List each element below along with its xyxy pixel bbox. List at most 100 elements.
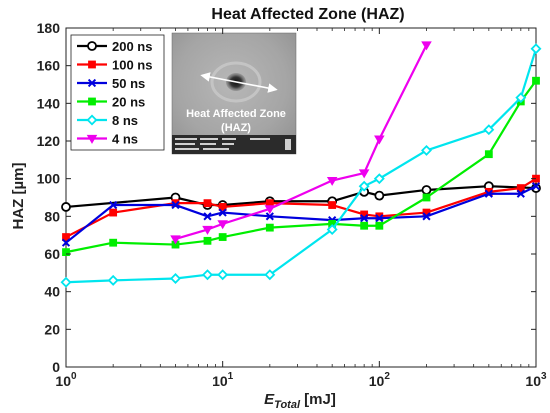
info-bar-text-3 (222, 138, 236, 140)
data-point (107, 274, 119, 286)
legend-marker (87, 78, 97, 88)
data-point (217, 269, 229, 281)
y-tick-label: 40 (44, 284, 60, 300)
inset-info-text (175, 138, 291, 150)
series-20-ns (62, 76, 540, 257)
data-point (109, 238, 118, 247)
x-axis-label-main: E (264, 391, 275, 408)
info-bar-text-5 (175, 143, 195, 145)
x-tick-label: 101 (212, 371, 234, 389)
info-bar-text-2 (200, 138, 218, 140)
y-tick-label: 20 (44, 321, 60, 337)
data-point (375, 214, 384, 223)
info-bar-text-9 (203, 148, 229, 150)
data-point (531, 182, 541, 191)
info-bar-text-7 (222, 143, 234, 145)
legend-label: 200 ns (112, 39, 152, 54)
data-point (218, 208, 227, 217)
legend-entry: 20 ns (77, 95, 145, 110)
data-point (203, 236, 212, 245)
data-point (202, 225, 213, 235)
data-point (61, 202, 71, 212)
x-tick-label: 102 (369, 371, 391, 389)
series-4-ns (170, 41, 432, 245)
info-bar-logo (285, 139, 291, 150)
data-point (202, 269, 213, 281)
data-point (171, 200, 180, 210)
y-tick-label: 60 (44, 246, 60, 262)
series-100-ns (62, 174, 540, 241)
legend-entry: 50 ns (77, 76, 145, 91)
legend-entry: 4 ns (77, 132, 138, 147)
legend-entry: 100 ns (77, 58, 152, 73)
legend-label: 100 ns (112, 58, 152, 73)
y-tick-label: 140 (37, 95, 61, 111)
legend-label: 4 ns (112, 132, 138, 147)
data-point (218, 233, 227, 241)
data-point (483, 124, 495, 136)
legend-label: 8 ns (112, 113, 138, 128)
series-8-ns (60, 43, 542, 288)
y-tick-label: 100 (37, 171, 61, 187)
data-point (264, 205, 276, 215)
data-point (375, 212, 384, 221)
data-point (61, 238, 71, 247)
inset-frame (171, 32, 297, 155)
data-point (530, 43, 542, 55)
data-point (358, 180, 370, 192)
legend-label: 20 ns (112, 95, 145, 110)
data-point (515, 92, 527, 104)
data-point (326, 224, 338, 235)
data-point (265, 212, 274, 221)
data-point (218, 203, 227, 211)
legend-entry: 200 ns (77, 39, 152, 54)
data-point (170, 235, 181, 245)
legend-box (70, 34, 165, 151)
data-point (203, 199, 212, 208)
data-point (171, 199, 180, 208)
data-point (60, 276, 72, 288)
x-axis-label-sub: Total (274, 399, 301, 411)
data-point (484, 189, 493, 198)
data-point (422, 212, 431, 221)
data-point (326, 176, 338, 186)
y-tick-label: 180 (37, 20, 61, 36)
data-point (421, 144, 432, 156)
sem-inset-image: Heat Affected Zone (HAZ) (171, 32, 297, 155)
data-point (360, 214, 369, 223)
data-point (62, 248, 70, 257)
x-axis-label-unit: [mJ] (300, 391, 336, 408)
data-point (203, 212, 212, 221)
legend-label: 50 ns (112, 76, 145, 91)
y-tick-label: 160 (37, 58, 61, 74)
y-tick-label: 120 (37, 133, 61, 149)
data-point (170, 273, 181, 284)
data-point (217, 220, 228, 230)
chart-title: Heat Affected Zone (HAZ) (211, 6, 404, 23)
x-tick-label: 100 (55, 371, 77, 389)
data-point (374, 190, 385, 201)
data-point (358, 169, 370, 179)
legend-marker (88, 97, 96, 106)
legend-marker (86, 114, 98, 126)
legend-marker (88, 60, 96, 69)
data-point (532, 76, 540, 85)
data-point (109, 208, 118, 217)
y-tick-label: 80 (44, 208, 60, 224)
data-point (375, 221, 384, 230)
info-bar-text-1 (175, 138, 197, 140)
info-bar-text-8 (175, 148, 199, 150)
data-point (264, 269, 276, 281)
data-point (484, 187, 493, 196)
data-point (484, 150, 493, 159)
data-point (516, 184, 525, 192)
data-point (421, 41, 432, 51)
series-layer (60, 41, 542, 288)
haz-arrow (200, 72, 278, 93)
axes-layer: 0 20 40 60 80 100 120 140 160 180 100 101 102 103 (37, 20, 547, 389)
data-point (422, 193, 431, 202)
legend-marker (86, 134, 98, 144)
data-point (265, 223, 274, 232)
info-bar-text-4 (250, 138, 270, 140)
